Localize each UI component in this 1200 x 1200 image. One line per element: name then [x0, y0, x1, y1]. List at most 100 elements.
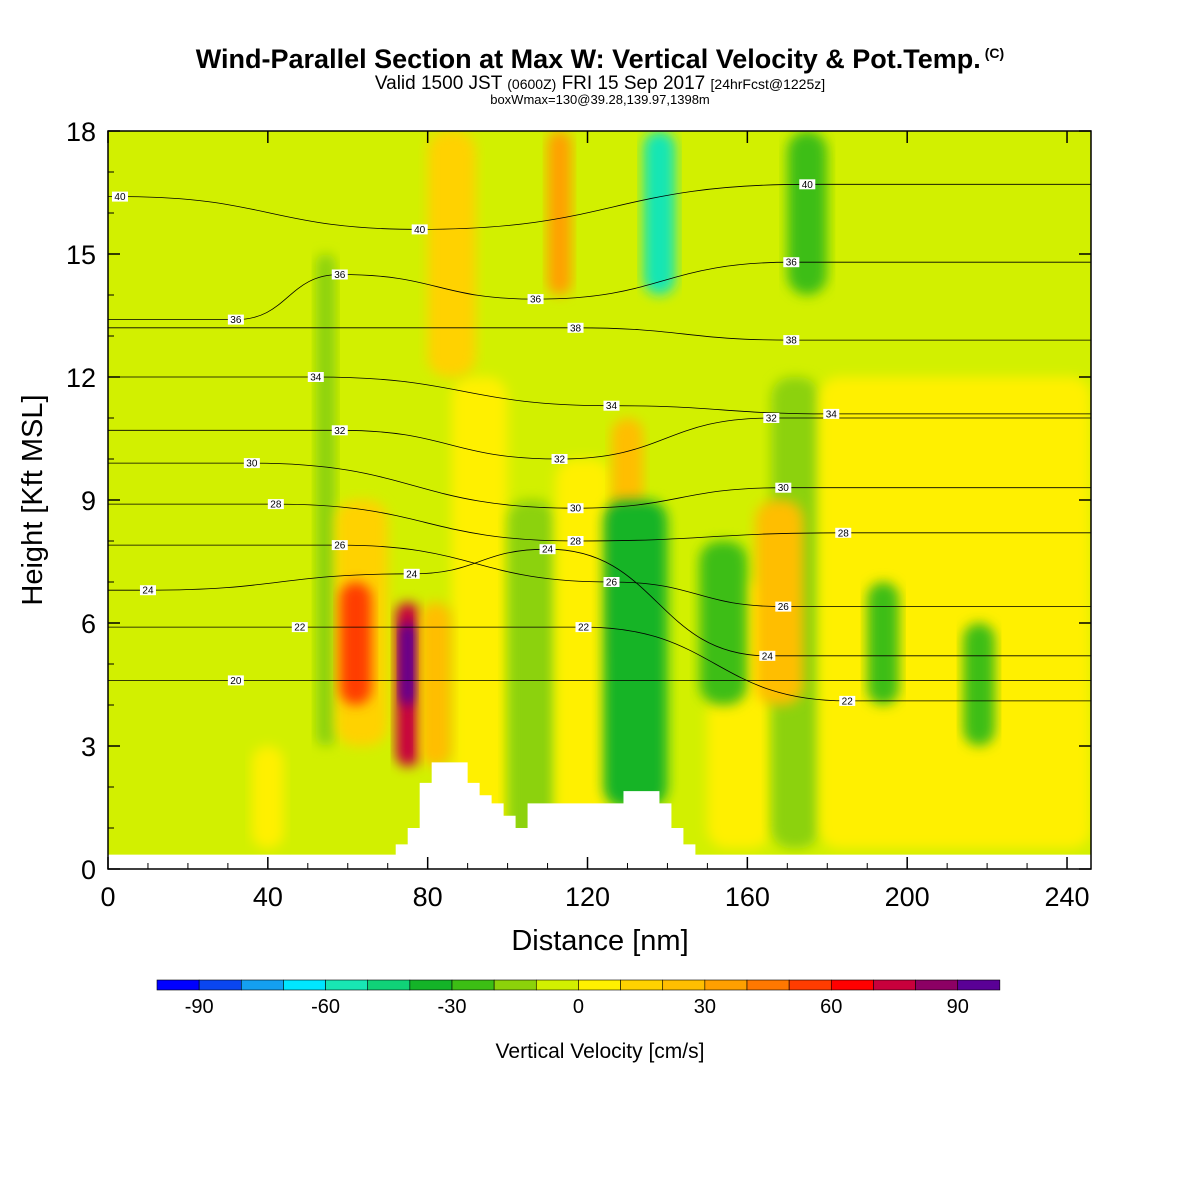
contour-label-bg — [759, 650, 776, 661]
contour-label: 40 — [414, 225, 426, 236]
contour-label: 22 — [578, 623, 590, 634]
contour-label-bg — [403, 568, 420, 579]
w-cell — [603, 500, 668, 808]
contour-label-bg — [775, 601, 792, 612]
contour-label-bg — [575, 622, 592, 633]
contour-label: 40 — [802, 180, 814, 191]
contour-label-bg — [839, 695, 856, 706]
contour-label-bg — [763, 413, 780, 423]
x-tick-label: 120 — [565, 882, 610, 912]
colorbar-swatch — [493, 979, 537, 991]
colorbar-tick-label: 0 — [573, 996, 584, 1018]
colorbar-swatch — [788, 979, 832, 991]
contour-label: 32 — [766, 414, 778, 425]
theta-contour-line — [108, 183, 1091, 230]
contour-label-bg — [775, 482, 792, 493]
colorbar-swatch — [830, 979, 874, 991]
contour-label-bg — [139, 585, 156, 596]
vertical-velocity-field — [108, 131, 1091, 869]
colorbar-tick-label: 60 — [820, 996, 842, 1018]
contour-label-bg — [243, 458, 260, 469]
contour-label: 32 — [554, 455, 566, 466]
theta-contour-line — [108, 626, 1091, 702]
contour-label: 36 — [786, 258, 798, 269]
x-tick-label: 80 — [413, 882, 443, 912]
contour-label: 24 — [406, 569, 418, 580]
contour-label-bg — [227, 675, 244, 686]
w-cell — [867, 582, 900, 705]
contour-label-bg — [783, 257, 800, 268]
contour-label-bg — [835, 527, 852, 538]
colorbar-swatch — [240, 979, 284, 991]
contour-label-bg — [567, 503, 584, 514]
colorbar-swatch — [535, 979, 579, 991]
contour-label-bg — [111, 191, 128, 202]
x-axis-label: Distance [nm] — [511, 925, 688, 957]
x-tick-label: 0 — [100, 882, 115, 912]
w-cell — [427, 131, 476, 377]
contour-label-bg — [411, 224, 428, 235]
contour-label: 40 — [114, 192, 126, 203]
y-tick-label: 15 — [66, 240, 96, 270]
y-tick-label: 6 — [81, 609, 96, 639]
colorbar-swatch — [156, 979, 200, 991]
contour-label-bg — [331, 269, 348, 280]
copyright-mark: (C) — [984, 45, 1005, 61]
w-cell — [555, 459, 612, 849]
y-tick-label: 0 — [81, 855, 96, 885]
contour-label-bg — [527, 294, 544, 305]
colorbar-swatch — [367, 979, 411, 991]
colorbar-swatch — [873, 979, 916, 991]
contour-label: 36 — [334, 270, 346, 281]
contour-label: 30 — [570, 504, 582, 515]
y-tick-label: 12 — [66, 363, 96, 393]
contour-label-bg — [331, 540, 348, 551]
x-tick-label: 160 — [725, 882, 770, 912]
contour-label: 24 — [142, 586, 154, 597]
colorbar: -90 -60 -30 0 30 60 90 Vertical Velocity [cm/s] — [156, 979, 1001, 1063]
contour-label: 28 — [570, 537, 582, 548]
contour-label-bg — [331, 425, 348, 436]
w-cell — [419, 602, 452, 767]
contour-label-bg — [603, 577, 620, 587]
contour-label-bg — [603, 400, 620, 411]
contour-label-bg — [567, 322, 584, 333]
chart-title: Wind-Parallel Section at Max W: Vertical… — [0, 44, 1200, 75]
colorbar-swatch — [620, 979, 664, 991]
w-cell — [399, 623, 416, 705]
contour-labels: 20 22 22 22 24 24 24 24 26 26 26 28 28 28 30 30 30 32 32 32… — [111, 179, 856, 707]
contour-label-bg — [291, 622, 308, 633]
y-tick-label: 3 — [81, 732, 96, 762]
contour-label: 34 — [826, 409, 838, 420]
contour-label: 38 — [570, 323, 582, 334]
colorbar-tick-label: 90 — [947, 996, 969, 1018]
contour-label: 24 — [542, 545, 554, 556]
contour-label: 36 — [230, 315, 242, 326]
contour-label: 36 — [530, 295, 542, 306]
colorbar-label: Vertical Velocity [cm/s] — [496, 1040, 705, 1063]
valid-prefix: Valid 1500 JST — [374, 73, 502, 94]
w-cell — [643, 131, 676, 295]
contour-label: 26 — [334, 541, 346, 552]
w-cell — [251, 746, 284, 849]
contour-label: 26 — [606, 578, 618, 589]
theta-contour-line — [108, 327, 1091, 341]
contour-label-bg — [823, 408, 840, 419]
w-cell — [699, 541, 748, 705]
colorbar-swatch — [198, 979, 242, 991]
contour-label-bg — [539, 544, 556, 555]
colorbar-swatch — [283, 979, 326, 991]
contour-label: 30 — [778, 483, 790, 494]
w-cell — [451, 377, 508, 849]
contour-label: 20 — [230, 676, 242, 687]
colorbar-swatch — [915, 979, 959, 991]
y-axis-label: Height [Kft MSL] — [17, 394, 49, 605]
colorbar-swatch — [409, 979, 453, 991]
valid-forecast: [24hrFcst@1225z] — [710, 76, 826, 92]
contour-label: 28 — [270, 500, 282, 511]
valid-utc: (0600Z) — [507, 76, 557, 92]
contour-label-bg — [307, 372, 324, 382]
contour-label: 26 — [778, 602, 790, 613]
contour-label: 34 — [606, 401, 618, 412]
